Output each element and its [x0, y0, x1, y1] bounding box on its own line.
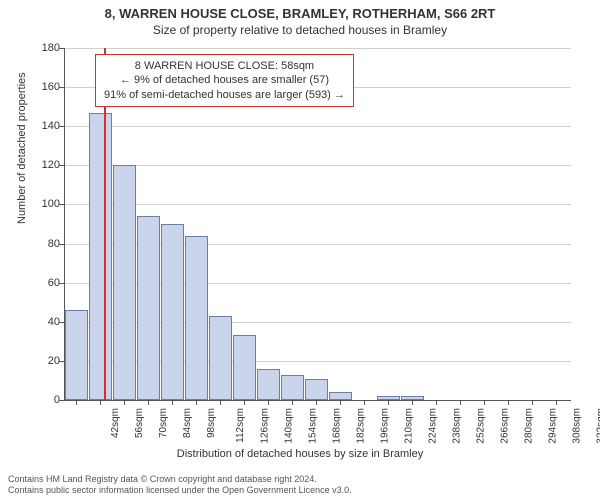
histogram-bar — [65, 310, 88, 400]
x-tick-label: 294sqm — [548, 408, 559, 444]
x-tick-mark — [364, 400, 365, 405]
title-main: 8, WARREN HOUSE CLOSE, BRAMLEY, ROTHERHA… — [0, 0, 600, 21]
gridline — [65, 165, 571, 166]
histogram-bar — [329, 392, 352, 400]
x-tick-mark — [172, 400, 173, 405]
y-tick-label: 100 — [40, 198, 60, 210]
y-tick-mark — [59, 126, 64, 127]
annotation-line-2: ← 9% of detached houses are smaller (57) — [104, 73, 345, 87]
x-tick-label: 140sqm — [284, 408, 295, 444]
x-tick-mark — [484, 400, 485, 405]
y-tick-mark — [59, 48, 64, 49]
y-tick-mark — [59, 165, 64, 166]
x-tick-label: 196sqm — [380, 408, 391, 444]
x-tick-mark — [76, 400, 77, 405]
footer-line-1: Contains HM Land Registry data © Crown c… — [8, 474, 352, 485]
x-tick-mark — [292, 400, 293, 405]
x-tick-mark — [244, 400, 245, 405]
y-axis-label: Number of detached properties — [16, 72, 28, 224]
histogram-bar — [185, 236, 208, 400]
x-tick-label: 280sqm — [524, 408, 535, 444]
gridline — [65, 48, 571, 49]
histogram-bar — [161, 224, 184, 400]
x-tick-label: 154sqm — [308, 408, 319, 444]
histogram-bar — [305, 379, 328, 401]
y-tick-mark — [59, 361, 64, 362]
y-tick-mark — [59, 400, 64, 401]
x-tick-label: 70sqm — [158, 408, 169, 438]
y-tick-label: 140 — [40, 120, 60, 132]
y-tick-mark — [59, 204, 64, 205]
footer-attribution: Contains HM Land Registry data © Crown c… — [8, 474, 352, 496]
x-tick-label: 42sqm — [110, 408, 121, 438]
x-tick-mark — [532, 400, 533, 405]
x-tick-label: 126sqm — [260, 408, 271, 444]
histogram-bar — [89, 113, 112, 400]
y-tick-mark — [59, 244, 64, 245]
x-tick-label: 266sqm — [500, 408, 511, 444]
x-tick-label: 210sqm — [404, 408, 415, 444]
y-tick-label: 180 — [40, 42, 60, 54]
footer-line-2: Contains public sector information licen… — [8, 485, 352, 496]
histogram-bar — [281, 375, 304, 400]
x-tick-label: 252sqm — [476, 408, 487, 444]
x-tick-label: 98sqm — [206, 408, 217, 438]
gridline — [65, 204, 571, 205]
y-tick-mark — [59, 87, 64, 88]
y-tick-label: 160 — [40, 81, 60, 93]
histogram-bar — [113, 165, 136, 400]
histogram-bar — [209, 316, 232, 400]
histogram-bar — [257, 369, 280, 400]
x-tick-label: 224sqm — [428, 408, 439, 444]
x-tick-mark — [220, 400, 221, 405]
y-tick-label: 120 — [40, 159, 60, 171]
x-tick-mark — [412, 400, 413, 405]
annotation-line-1: 8 WARREN HOUSE CLOSE: 58sqm — [104, 59, 345, 73]
x-tick-label: 238sqm — [452, 408, 463, 444]
y-tick-mark — [59, 322, 64, 323]
x-tick-label: 168sqm — [332, 408, 343, 444]
y-tick-label: 0 — [40, 394, 60, 406]
x-tick-mark — [556, 400, 557, 405]
chart-container: 8, WARREN HOUSE CLOSE, BRAMLEY, ROTHERHA… — [0, 0, 600, 500]
x-tick-label: 56sqm — [134, 408, 145, 438]
x-tick-label: 112sqm — [235, 408, 246, 443]
x-tick-label: 84sqm — [182, 408, 193, 438]
x-tick-mark — [196, 400, 197, 405]
annotation-line-3: 91% of semi-detached houses are larger (… — [104, 88, 345, 102]
x-tick-mark — [148, 400, 149, 405]
y-tick-mark — [59, 283, 64, 284]
annotation-box: 8 WARREN HOUSE CLOSE: 58sqm← 9% of detac… — [95, 54, 354, 107]
chart-plot-area: 8 WARREN HOUSE CLOSE: 58sqm← 9% of detac… — [64, 48, 571, 401]
x-axis-label: Distribution of detached houses by size … — [0, 448, 600, 460]
x-tick-mark — [316, 400, 317, 405]
title-sub: Size of property relative to detached ho… — [0, 21, 600, 37]
y-tick-label: 20 — [40, 355, 60, 367]
x-tick-mark — [124, 400, 125, 405]
x-tick-mark — [388, 400, 389, 405]
gridline — [65, 126, 571, 127]
x-tick-mark — [508, 400, 509, 405]
x-tick-mark — [268, 400, 269, 405]
y-tick-label: 60 — [40, 277, 60, 289]
x-tick-mark — [340, 400, 341, 405]
x-tick-mark — [436, 400, 437, 405]
histogram-bar — [137, 216, 160, 400]
y-tick-label: 40 — [40, 316, 60, 328]
x-tick-mark — [100, 400, 101, 405]
x-tick-label: 308sqm — [572, 408, 583, 444]
x-tick-label: 322sqm — [596, 408, 600, 444]
x-tick-label: 182sqm — [356, 408, 367, 444]
y-tick-label: 80 — [40, 238, 60, 250]
histogram-bar — [233, 335, 256, 400]
x-tick-mark — [460, 400, 461, 405]
